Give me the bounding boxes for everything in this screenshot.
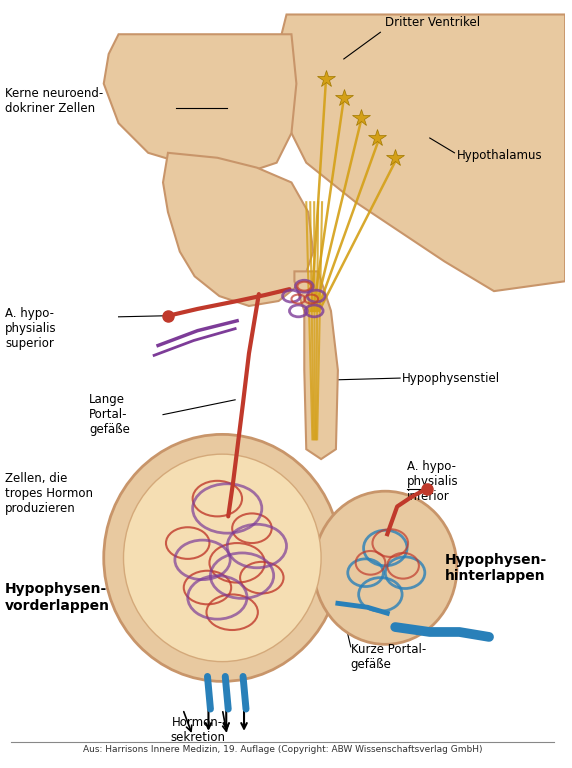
Text: Aus: Harrisons Innere Medizin, 19. Auflage (Copyright: ABW Wissenschaftsverlag G: Aus: Harrisons Innere Medizin, 19. Aufla… xyxy=(83,744,482,753)
Text: Hypophysen-
hinterlappen: Hypophysen- hinterlappen xyxy=(444,553,547,583)
Ellipse shape xyxy=(313,492,457,644)
Text: Hypothalamus: Hypothalamus xyxy=(456,149,542,162)
Polygon shape xyxy=(277,15,565,291)
Polygon shape xyxy=(295,271,338,459)
Text: Lange
Portal-
gefäße: Lange Portal- gefäße xyxy=(89,393,130,436)
Text: A. hypo-
physialis
inferior: A. hypo- physialis inferior xyxy=(407,460,459,503)
Ellipse shape xyxy=(124,454,321,661)
Polygon shape xyxy=(163,153,313,306)
Text: Hypophysenstiel: Hypophysenstiel xyxy=(402,372,500,385)
Ellipse shape xyxy=(104,435,341,681)
Text: Kerne neuroend-
dokriner Zellen: Kerne neuroend- dokriner Zellen xyxy=(5,88,103,115)
Text: Zellen, die
tropes Hormon
produzieren: Zellen, die tropes Hormon produzieren xyxy=(5,472,93,515)
Text: Hormon-
sekretion: Hormon- sekretion xyxy=(170,716,225,744)
Text: Hypophysen-
vorderlappen: Hypophysen- vorderlappen xyxy=(5,582,110,613)
Text: Dritter Ventrikel: Dritter Ventrikel xyxy=(386,16,480,29)
Text: Kurze Portal-
gefäße: Kurze Portal- gefäße xyxy=(351,643,426,670)
Text: A. hypo-
physialis
superior: A. hypo- physialis superior xyxy=(5,307,57,350)
Polygon shape xyxy=(104,35,296,173)
